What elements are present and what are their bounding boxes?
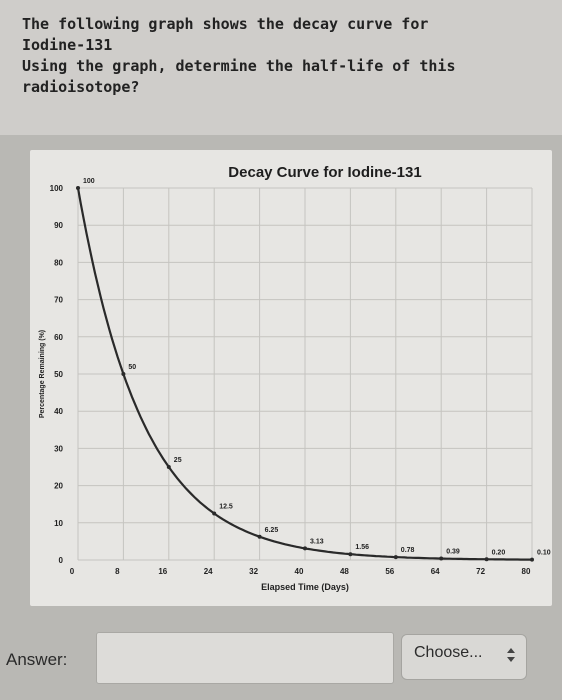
question-panel: The following graph shows the decay curv… xyxy=(0,0,562,135)
x-tick-label: 64 xyxy=(431,567,440,576)
data-point xyxy=(121,372,126,376)
x-tick-label: 32 xyxy=(249,567,258,576)
select-arrows-icon xyxy=(507,648,515,662)
y-tick-label: 10 xyxy=(54,519,63,528)
data-point xyxy=(76,186,80,190)
data-label: 0.10 xyxy=(537,550,551,557)
data-point xyxy=(166,465,171,469)
x-tick-label: 0 xyxy=(70,567,75,576)
data-label: 3.13 xyxy=(310,538,324,545)
question-line-4: radioisotope? xyxy=(22,78,140,96)
x-tick-label: 48 xyxy=(340,567,349,576)
data-point xyxy=(303,546,307,551)
x-tick-label: 40 xyxy=(295,567,304,576)
decay-chart-svg: Decay Curve for Iodine-131 0 10 20 30 40 50 60 7… xyxy=(39,164,551,592)
data-point xyxy=(439,556,444,561)
y-tick-label: 50 xyxy=(54,370,63,379)
data-label: 0.78 xyxy=(401,547,415,554)
answer-input[interactable] xyxy=(96,632,394,684)
y-tick-label: 80 xyxy=(54,258,63,267)
y-tick-label: 30 xyxy=(54,444,63,453)
x-tick-label: 72 xyxy=(476,567,485,576)
data-point xyxy=(257,534,262,539)
answer-row: Answer: Choose... xyxy=(0,620,562,700)
data-label: 6.25 xyxy=(265,527,279,534)
data-label: 50 xyxy=(128,364,136,371)
y-tick-label: 20 xyxy=(54,482,63,491)
unit-select[interactable]: Choose... xyxy=(401,634,527,680)
data-label: 0.20 xyxy=(492,549,506,556)
y-axis-label: Percentage Remaining (%) xyxy=(39,330,46,418)
y-tick-label: 60 xyxy=(54,333,63,342)
data-label: 25 xyxy=(174,457,182,464)
y-tick-label: 90 xyxy=(54,221,63,230)
question-line-1: The following graph shows the decay curv… xyxy=(22,15,429,33)
data-point xyxy=(348,552,353,557)
answer-label: Answer: xyxy=(6,650,68,669)
data-label: 100 xyxy=(83,178,95,185)
data-label: 0.39 xyxy=(446,549,460,556)
unit-select-label: Choose... xyxy=(414,644,483,661)
x-tick-label: 8 xyxy=(115,567,120,576)
question-line-3: Using the graph, determine the half-life… xyxy=(22,57,456,75)
data-point xyxy=(530,557,534,562)
question-line-2: Iodine-131 xyxy=(22,36,113,54)
data-point xyxy=(484,557,489,562)
y-tick-label: 100 xyxy=(50,184,64,193)
data-label: 12.5 xyxy=(219,504,233,511)
y-tick-label: 70 xyxy=(54,296,63,305)
decay-chart: Decay Curve for Iodine-131 0 10 20 30 40 50 60 7… xyxy=(30,150,552,606)
y-tick-label: 0 xyxy=(59,556,64,565)
x-tick-label: 80 xyxy=(522,567,531,576)
data-label: 1.56 xyxy=(355,544,369,551)
x-tick-label: 24 xyxy=(204,567,213,576)
chart-title: Decay Curve for Iodine-131 xyxy=(228,164,421,181)
x-axis-label: Elapsed Time (Days) xyxy=(261,582,349,592)
x-tick-label: 56 xyxy=(385,567,394,576)
y-tick-label: 40 xyxy=(54,407,63,416)
question-text: The following graph shows the decay curv… xyxy=(22,14,542,98)
data-point xyxy=(212,511,217,516)
x-tick-label: 16 xyxy=(158,567,167,576)
data-point xyxy=(393,555,398,560)
